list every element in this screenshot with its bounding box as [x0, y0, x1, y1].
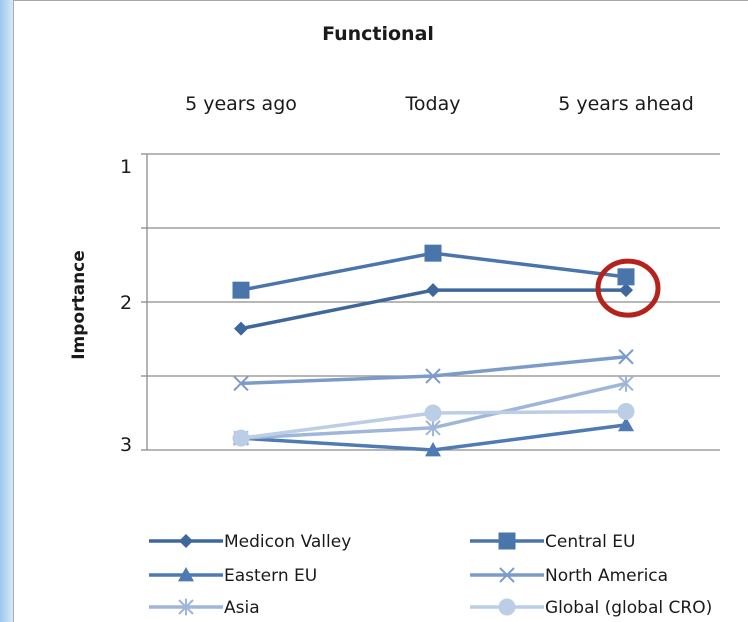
legend-label: Global (global CRO) [545, 598, 712, 618]
legend-marker [498, 532, 516, 550]
legend-item-north-america: North America [470, 566, 668, 586]
category-label-5-years-ago: 5 years ago [185, 93, 297, 115]
legend-label: Eastern EU [224, 566, 317, 586]
y-tick-label-3: 3 [120, 434, 132, 456]
y-tick-label-2: 2 [120, 292, 132, 314]
data-point-north-america [233, 375, 249, 392]
category-label-today: Today [405, 93, 461, 115]
data-point-asia [618, 375, 634, 392]
data-point-central-eu [232, 281, 250, 299]
legend-marker [178, 567, 194, 582]
chart-frame [13, 0, 748, 622]
data-point-central-eu [424, 244, 442, 262]
legend-marker [498, 598, 516, 616]
y-tick-label-1: 1 [120, 156, 132, 178]
data-point-global-global-cro [424, 404, 442, 422]
legend-marker [499, 567, 515, 583]
y-axis-label: Importance [69, 250, 89, 360]
data-point-north-america [425, 368, 441, 384]
legend-item-central-eu: Central EU [470, 532, 636, 552]
legend-item-medicon-valley: Medicon Valley [149, 532, 351, 552]
legend-item-asia: Asia [149, 598, 260, 618]
series-line-north-america [240, 355, 627, 386]
chart-title: Functional [322, 23, 434, 45]
data-point-medicon-valley [426, 283, 440, 298]
data-point-eastern-eu [618, 416, 634, 432]
data-point-medicon-valley [619, 283, 633, 298]
legend-item-eastern-eu: Eastern EU [149, 566, 317, 586]
data-point-asia [425, 419, 441, 437]
legend-label: North America [545, 566, 668, 586]
legend-marker [179, 534, 193, 548]
legend-label: Central EU [545, 532, 636, 552]
legend-marker [178, 598, 194, 616]
data-point-global-global-cro [617, 403, 635, 421]
data-point-eastern-eu [425, 442, 441, 457]
slide-left-accent [0, 0, 13, 622]
highlight-circle [595, 258, 661, 318]
category-label-5-years-ahead: 5 years ahead [558, 93, 694, 115]
data-point-central-eu [617, 268, 635, 286]
data-point-global-global-cro [232, 429, 250, 447]
legend-label: Medicon Valley [224, 532, 351, 552]
data-point-north-america [618, 349, 634, 365]
legend-item-global-global-cro: Global (global CRO) [470, 598, 712, 618]
legend-label: Asia [224, 598, 260, 618]
data-point-medicon-valley [234, 321, 248, 336]
